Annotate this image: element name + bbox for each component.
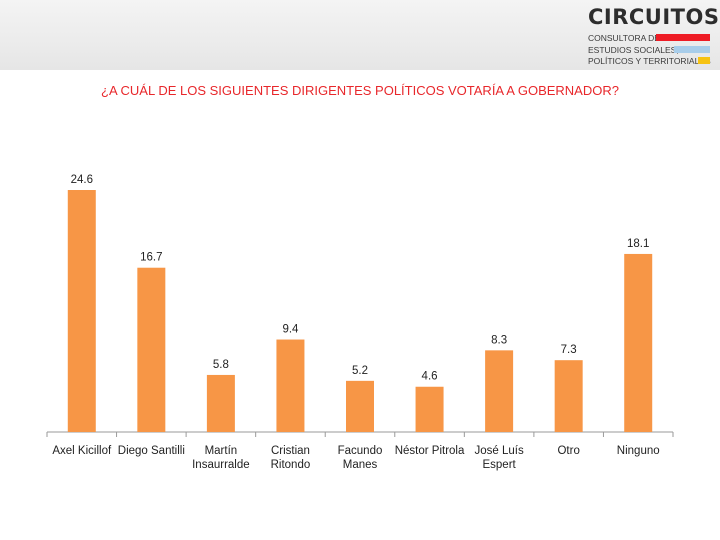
data-label: 5.8 bbox=[213, 359, 229, 371]
data-label: 4.6 bbox=[422, 371, 438, 383]
category-label: Otro bbox=[557, 445, 579, 457]
data-label: 24.6 bbox=[71, 174, 93, 186]
bar bbox=[137, 267, 166, 432]
circuitos-logo: CIRCUITOS CONSULTORA DE ESTUDIOS SOCIALE… bbox=[588, 5, 719, 66]
bar bbox=[206, 374, 235, 432]
category-label: José Luís Espert bbox=[474, 445, 523, 471]
category-label: Axel Kicillof bbox=[52, 445, 112, 457]
category-label: Martín Insaurralde bbox=[192, 445, 250, 471]
data-label: 7.3 bbox=[561, 344, 577, 356]
bar bbox=[415, 386, 444, 432]
bar bbox=[485, 350, 514, 432]
data-label: 8.3 bbox=[491, 334, 507, 346]
logo-blue-bar bbox=[674, 46, 710, 53]
category-label: Cristian Ritondo bbox=[271, 445, 311, 471]
bar bbox=[276, 339, 305, 432]
category-label: Ninguno bbox=[617, 445, 660, 457]
data-label: 18.1 bbox=[627, 238, 649, 250]
bar bbox=[346, 380, 374, 432]
data-label: 9.4 bbox=[282, 324, 299, 336]
category-label: Diego Santilli bbox=[118, 445, 185, 457]
data-label: 16.7 bbox=[140, 252, 162, 264]
bar bbox=[624, 253, 653, 432]
logo-yellow-bar bbox=[698, 57, 710, 64]
logo-line-1: CONSULTORA DE bbox=[588, 33, 660, 43]
header-band: CIRCUITOS CONSULTORA DE ESTUDIOS SOCIALE… bbox=[0, 0, 720, 70]
logo-line-3: POLÍTICOS Y TERRITORIALES bbox=[588, 56, 711, 66]
bar bbox=[554, 360, 583, 432]
logo-line-2: ESTUDIOS SOCIALES, bbox=[588, 45, 679, 55]
category-label: Facundo Manes bbox=[338, 445, 383, 471]
data-label: 5.2 bbox=[352, 365, 368, 377]
chart-title: ¿A CUÁL DE LOS SIGUIENTES DIRIGENTES POL… bbox=[101, 83, 619, 98]
bar bbox=[67, 190, 96, 432]
logo-name: CIRCUITOS bbox=[588, 5, 720, 29]
logo-red-bar bbox=[656, 34, 710, 41]
category-label: Néstor Pitrola bbox=[395, 445, 465, 457]
